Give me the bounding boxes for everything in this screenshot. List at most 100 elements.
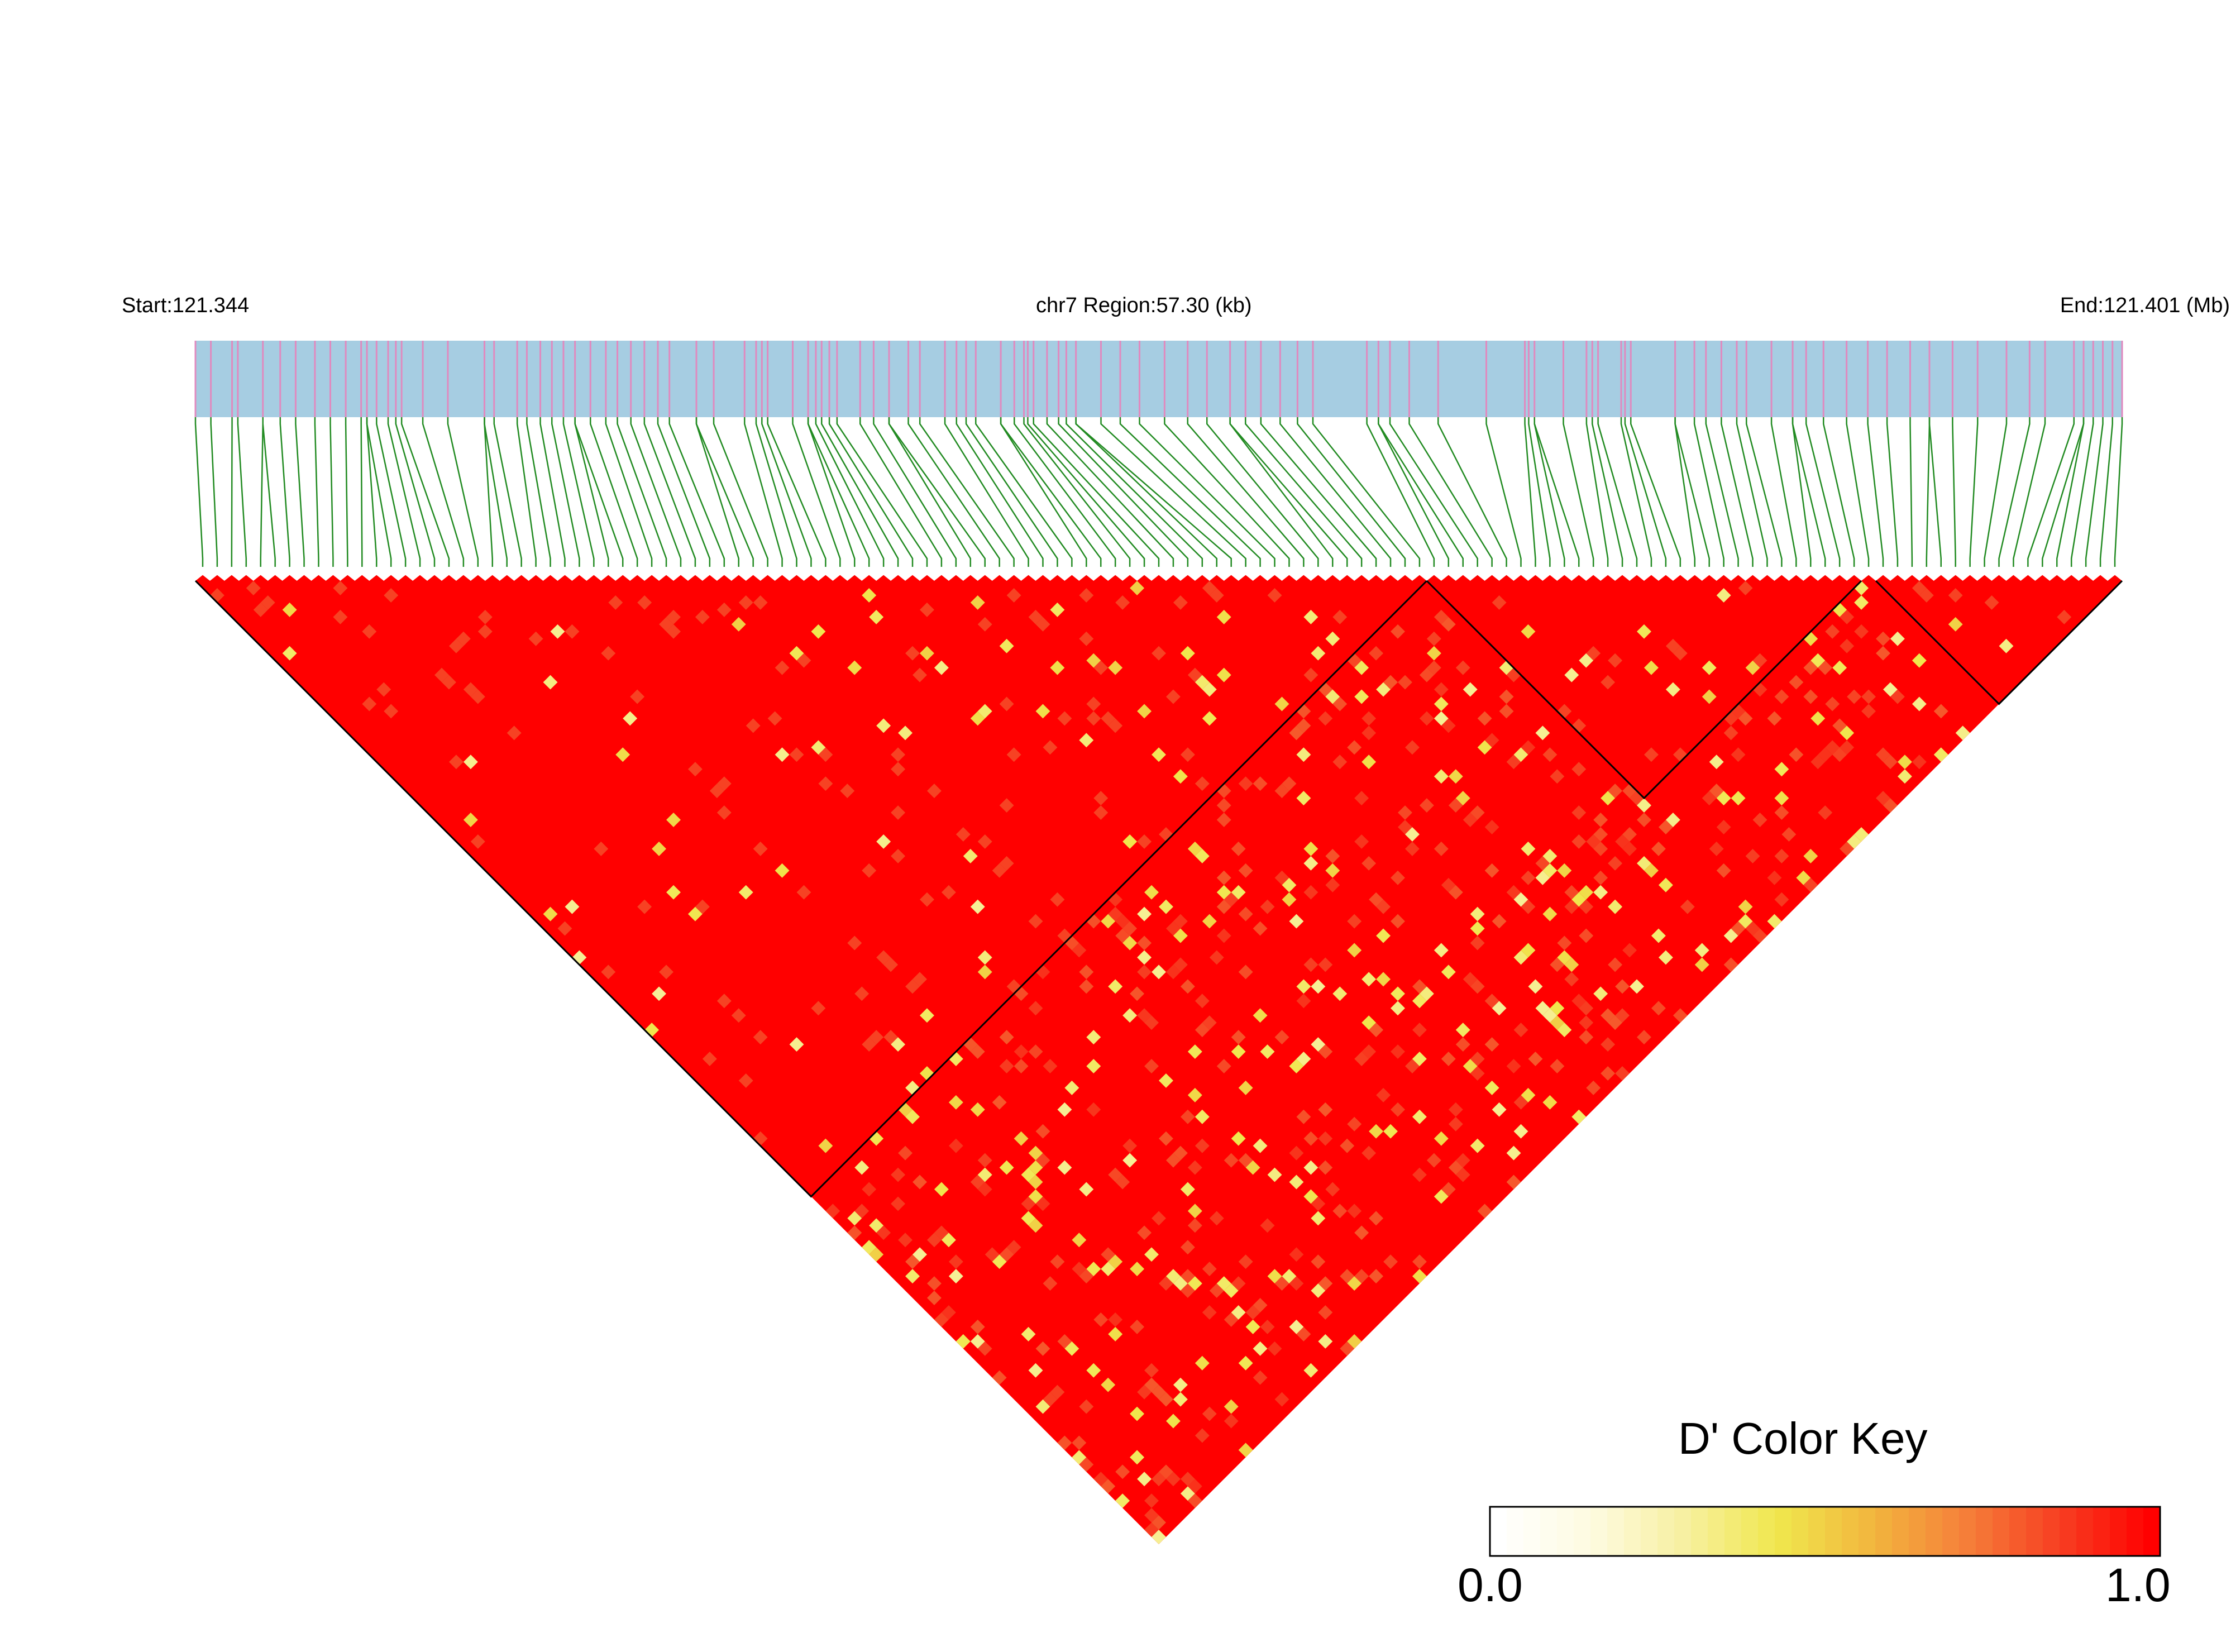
ld-cell [1535, 870, 1550, 885]
ld-cell [1311, 1037, 1326, 1052]
ld-cell [970, 1102, 985, 1117]
ld-cell [1006, 747, 1021, 762]
ld-cell [716, 776, 732, 791]
ld-cell [1818, 805, 1833, 820]
snp-top-marker [862, 575, 877, 581]
ld-cell [913, 667, 927, 682]
ld-cell [1376, 928, 1391, 943]
snp-connector [657, 417, 711, 567]
snp-top-marker [2035, 575, 2050, 581]
ld-cell [1072, 1435, 1087, 1450]
ld-cell [1463, 682, 1478, 697]
ld-cell [1492, 595, 1507, 610]
ld-cell [1130, 581, 1145, 595]
ld-cell [876, 1225, 891, 1240]
ld-cell [470, 689, 485, 704]
ld-cell [1238, 863, 1253, 878]
ld-cell [1137, 965, 1152, 980]
snp-top-marker [1398, 575, 1412, 581]
ld-cell [1818, 660, 1833, 675]
ld-cell [1861, 704, 1876, 719]
snp-connector [1533, 417, 1580, 567]
ld-cell [1173, 928, 1188, 943]
ld-cell [1014, 1131, 1029, 1146]
ld-cell [1282, 877, 1297, 892]
snp-connector [919, 417, 1015, 567]
ld-cell [1050, 1384, 1065, 1400]
ld-cell [1086, 1363, 1101, 1378]
ld-cell [1752, 928, 1767, 943]
snp-connector [376, 417, 407, 567]
ld-cell [1173, 957, 1188, 972]
ld-cell [753, 1030, 768, 1045]
ld-cell [1260, 1044, 1275, 1059]
snp-top-marker [1499, 575, 1514, 581]
snp-top-marker [2079, 575, 2094, 581]
snp-top-marker [514, 575, 529, 581]
ld-cell [1195, 1109, 1210, 1124]
ld-cell [919, 602, 934, 617]
ld-cell [1840, 725, 1855, 741]
snp-top-marker [238, 575, 254, 581]
snp-top-marker [1513, 575, 1528, 581]
snp-top-marker [1152, 575, 1166, 581]
ld-cell [1854, 624, 1869, 639]
color-key-segment [1993, 1507, 2010, 1556]
ld-cell [1912, 581, 1927, 595]
ld-cell [1224, 892, 1239, 907]
ld-cell [1325, 1182, 1340, 1197]
ld-cell [456, 631, 471, 646]
ld-cell [1332, 609, 1348, 624]
ld-cell [1028, 914, 1043, 929]
snp-connector [1597, 417, 1638, 567]
ld-cell [1767, 914, 1782, 929]
ld-cell [1542, 863, 1558, 878]
ld-cell [1122, 1138, 1138, 1153]
ld-cell [1550, 769, 1565, 784]
ld-cell [1521, 740, 1536, 755]
snp-connector [1260, 417, 1377, 567]
snp-top-marker [413, 575, 428, 581]
ld-cell [716, 805, 732, 820]
ld-cell [1622, 943, 1637, 958]
ld-cell [1658, 877, 1673, 892]
ld-cell [1383, 1254, 1398, 1269]
snp-connector [1389, 417, 1478, 567]
ld-cell [1165, 1472, 1181, 1487]
snp-connector-group [194, 417, 2123, 567]
ld-cell [1035, 617, 1050, 632]
ld-cell [1057, 711, 1072, 726]
snp-top-marker [1731, 575, 1746, 581]
ld-cell [1651, 1001, 1666, 1016]
snp-connector [1792, 417, 1826, 567]
ld-cell [695, 609, 710, 624]
snp-connector [792, 417, 841, 567]
snp-top-marker [1195, 575, 1210, 581]
ld-cell [913, 1174, 927, 1190]
ld-cell [1608, 899, 1623, 914]
ld-cell [1521, 943, 1536, 958]
ld-cell [1195, 675, 1210, 690]
ld-cell [876, 834, 891, 849]
ld-cell [1318, 1102, 1333, 1117]
snp-connector [484, 417, 494, 567]
ld-cell [1086, 1102, 1101, 1117]
ld-cell [1311, 979, 1326, 994]
snp-connector [1926, 417, 1931, 567]
snp-connector [755, 417, 797, 567]
ld-cell [977, 704, 992, 719]
ld-cell [659, 617, 674, 632]
ld-cell [1267, 588, 1282, 603]
snp-connector [1620, 417, 1652, 567]
ld-cell [1738, 914, 1753, 929]
ld-cell [1854, 581, 1869, 595]
ld-cell [1897, 755, 1912, 770]
ld-cell [1637, 798, 1651, 813]
ld-cell [1165, 1153, 1181, 1168]
ld-cell [1673, 646, 1688, 661]
ld-cell [1535, 856, 1550, 871]
ld-cell [1267, 1341, 1282, 1356]
ld-cell [1216, 798, 1231, 813]
ld-cell [1086, 711, 1101, 726]
